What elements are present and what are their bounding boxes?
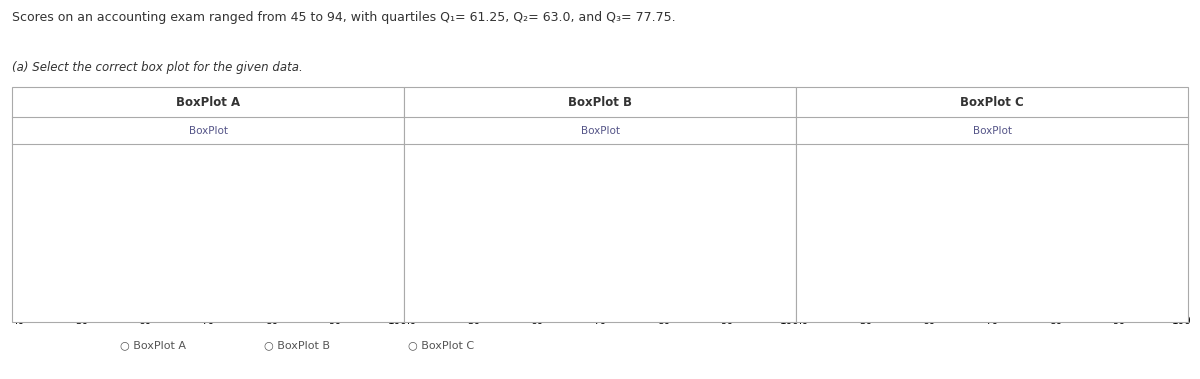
Text: BoxPlot C: BoxPlot C bbox=[960, 96, 1024, 109]
PathPatch shape bbox=[152, 188, 257, 267]
Text: Scores on an accounting exam ranged from 45 to 94, with quartiles Q₁= 61.25, Q₂=: Scores on an accounting exam ranged from… bbox=[12, 11, 676, 24]
Text: ○ BoxPlot A: ○ BoxPlot A bbox=[120, 340, 186, 350]
Text: (a) Select the correct box plot for the given data.: (a) Select the correct box plot for the … bbox=[12, 61, 302, 74]
PathPatch shape bbox=[869, 188, 983, 267]
Text: BoxPlot: BoxPlot bbox=[972, 126, 1012, 136]
PathPatch shape bbox=[556, 188, 683, 267]
Text: ○ BoxPlot C: ○ BoxPlot C bbox=[408, 340, 474, 350]
Text: BoxPlot A: BoxPlot A bbox=[176, 96, 240, 109]
Text: ○ BoxPlot B: ○ BoxPlot B bbox=[264, 340, 330, 350]
Text: BoxPlot: BoxPlot bbox=[581, 126, 619, 136]
Text: BoxPlot B: BoxPlot B bbox=[568, 96, 632, 109]
Text: BoxPlot: BoxPlot bbox=[188, 126, 228, 136]
